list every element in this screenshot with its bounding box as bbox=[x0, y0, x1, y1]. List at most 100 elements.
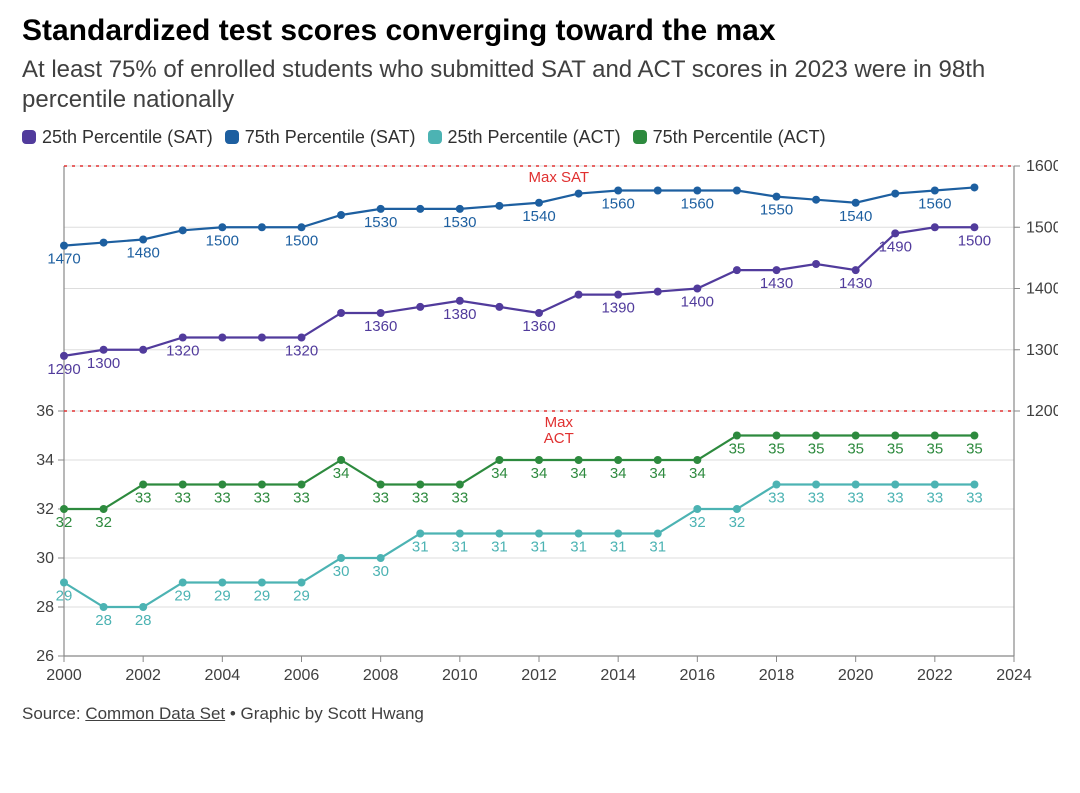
svg-text:1560: 1560 bbox=[601, 195, 634, 212]
svg-text:35: 35 bbox=[887, 440, 904, 457]
svg-text:31: 31 bbox=[610, 538, 627, 555]
svg-text:30: 30 bbox=[372, 563, 389, 580]
svg-text:33: 33 bbox=[808, 489, 825, 506]
legend-swatch bbox=[22, 130, 36, 144]
svg-text:26: 26 bbox=[36, 648, 54, 665]
svg-text:34: 34 bbox=[610, 465, 627, 482]
svg-text:29: 29 bbox=[293, 587, 310, 604]
chart-title: Standardized test scores converging towa… bbox=[22, 14, 1058, 49]
svg-text:1400: 1400 bbox=[681, 293, 714, 310]
svg-text:1540: 1540 bbox=[522, 207, 555, 224]
svg-text:2016: 2016 bbox=[680, 667, 716, 684]
svg-text:1320: 1320 bbox=[166, 342, 199, 359]
legend-label: 25th Percentile (SAT) bbox=[42, 127, 213, 148]
svg-text:31: 31 bbox=[649, 538, 666, 555]
source-link[interactable]: Common Data Set bbox=[85, 704, 225, 723]
svg-text:1530: 1530 bbox=[364, 213, 397, 230]
svg-text:1500: 1500 bbox=[1026, 219, 1058, 236]
svg-text:29: 29 bbox=[214, 587, 231, 604]
svg-text:32: 32 bbox=[36, 501, 54, 518]
svg-text:32: 32 bbox=[689, 514, 706, 531]
svg-text:33: 33 bbox=[887, 489, 904, 506]
svg-text:32: 32 bbox=[729, 514, 746, 531]
svg-text:1200: 1200 bbox=[1026, 403, 1058, 420]
svg-text:33: 33 bbox=[412, 489, 429, 506]
source-line: Source: Common Data Set • Graphic by Sco… bbox=[22, 704, 1058, 724]
svg-text:29: 29 bbox=[254, 587, 271, 604]
svg-text:1390: 1390 bbox=[601, 299, 634, 316]
svg-text:32: 32 bbox=[56, 514, 73, 531]
svg-text:35: 35 bbox=[847, 440, 864, 457]
svg-text:30: 30 bbox=[36, 550, 54, 567]
svg-text:1560: 1560 bbox=[918, 195, 951, 212]
svg-text:34: 34 bbox=[36, 452, 54, 469]
svg-text:34: 34 bbox=[531, 465, 548, 482]
legend-swatch bbox=[633, 130, 647, 144]
svg-text:35: 35 bbox=[926, 440, 943, 457]
svg-text:2002: 2002 bbox=[125, 667, 161, 684]
svg-text:34: 34 bbox=[649, 465, 666, 482]
svg-text:33: 33 bbox=[768, 489, 785, 506]
legend-item: 75th Percentile (SAT) bbox=[225, 127, 416, 148]
svg-text:34: 34 bbox=[333, 465, 350, 482]
svg-text:33: 33 bbox=[214, 489, 231, 506]
svg-text:33: 33 bbox=[372, 489, 389, 506]
svg-text:33: 33 bbox=[926, 489, 943, 506]
svg-text:1300: 1300 bbox=[87, 354, 120, 371]
svg-text:1530: 1530 bbox=[443, 213, 476, 230]
legend-label: 75th Percentile (SAT) bbox=[245, 127, 416, 148]
svg-text:1560: 1560 bbox=[681, 195, 714, 212]
chart-svg: 1200130014001500160026283032343620002002… bbox=[22, 156, 1058, 696]
svg-text:28: 28 bbox=[36, 599, 54, 616]
svg-text:34: 34 bbox=[491, 465, 508, 482]
svg-text:34: 34 bbox=[570, 465, 587, 482]
svg-text:1300: 1300 bbox=[1026, 341, 1058, 358]
svg-text:1290: 1290 bbox=[47, 360, 80, 377]
svg-text:31: 31 bbox=[531, 538, 548, 555]
legend-swatch bbox=[428, 130, 442, 144]
svg-text:33: 33 bbox=[847, 489, 864, 506]
svg-text:33: 33 bbox=[451, 489, 468, 506]
legend-item: 75th Percentile (ACT) bbox=[633, 127, 826, 148]
svg-text:1550: 1550 bbox=[760, 201, 793, 218]
source-prefix: Source: bbox=[22, 704, 85, 723]
svg-text:36: 36 bbox=[36, 403, 54, 420]
svg-text:2010: 2010 bbox=[442, 667, 478, 684]
svg-text:2018: 2018 bbox=[759, 667, 795, 684]
svg-text:30: 30 bbox=[333, 563, 350, 580]
svg-text:31: 31 bbox=[451, 538, 468, 555]
svg-text:1380: 1380 bbox=[443, 305, 476, 322]
svg-text:ACT: ACT bbox=[544, 430, 574, 447]
chart-subtitle: At least 75% of enrolled students who su… bbox=[22, 55, 1058, 115]
svg-text:2020: 2020 bbox=[838, 667, 874, 684]
svg-text:33: 33 bbox=[135, 489, 152, 506]
svg-text:2014: 2014 bbox=[600, 667, 636, 684]
svg-text:Max SAT: Max SAT bbox=[529, 169, 590, 186]
legend-label: 75th Percentile (ACT) bbox=[653, 127, 826, 148]
svg-text:1500: 1500 bbox=[206, 232, 239, 249]
legend-label: 25th Percentile (ACT) bbox=[448, 127, 621, 148]
svg-text:35: 35 bbox=[729, 440, 746, 457]
svg-text:2024: 2024 bbox=[996, 667, 1032, 684]
svg-text:33: 33 bbox=[254, 489, 271, 506]
source-suffix: • Graphic by Scott Hwang bbox=[225, 704, 424, 723]
svg-text:1360: 1360 bbox=[364, 318, 397, 335]
svg-text:31: 31 bbox=[491, 538, 508, 555]
svg-text:1430: 1430 bbox=[760, 275, 793, 292]
svg-text:1360: 1360 bbox=[522, 318, 555, 335]
svg-text:33: 33 bbox=[174, 489, 191, 506]
legend-item: 25th Percentile (SAT) bbox=[22, 127, 213, 148]
svg-text:1320: 1320 bbox=[285, 342, 318, 359]
svg-text:2012: 2012 bbox=[521, 667, 557, 684]
svg-text:2004: 2004 bbox=[205, 667, 241, 684]
svg-text:32: 32 bbox=[95, 514, 112, 531]
svg-text:1600: 1600 bbox=[1026, 158, 1058, 175]
svg-text:28: 28 bbox=[135, 612, 152, 629]
svg-text:Max: Max bbox=[545, 414, 574, 431]
svg-text:1540: 1540 bbox=[839, 207, 872, 224]
svg-text:33: 33 bbox=[293, 489, 310, 506]
svg-text:35: 35 bbox=[808, 440, 825, 457]
svg-text:29: 29 bbox=[56, 587, 73, 604]
svg-text:31: 31 bbox=[412, 538, 429, 555]
svg-text:29: 29 bbox=[174, 587, 191, 604]
